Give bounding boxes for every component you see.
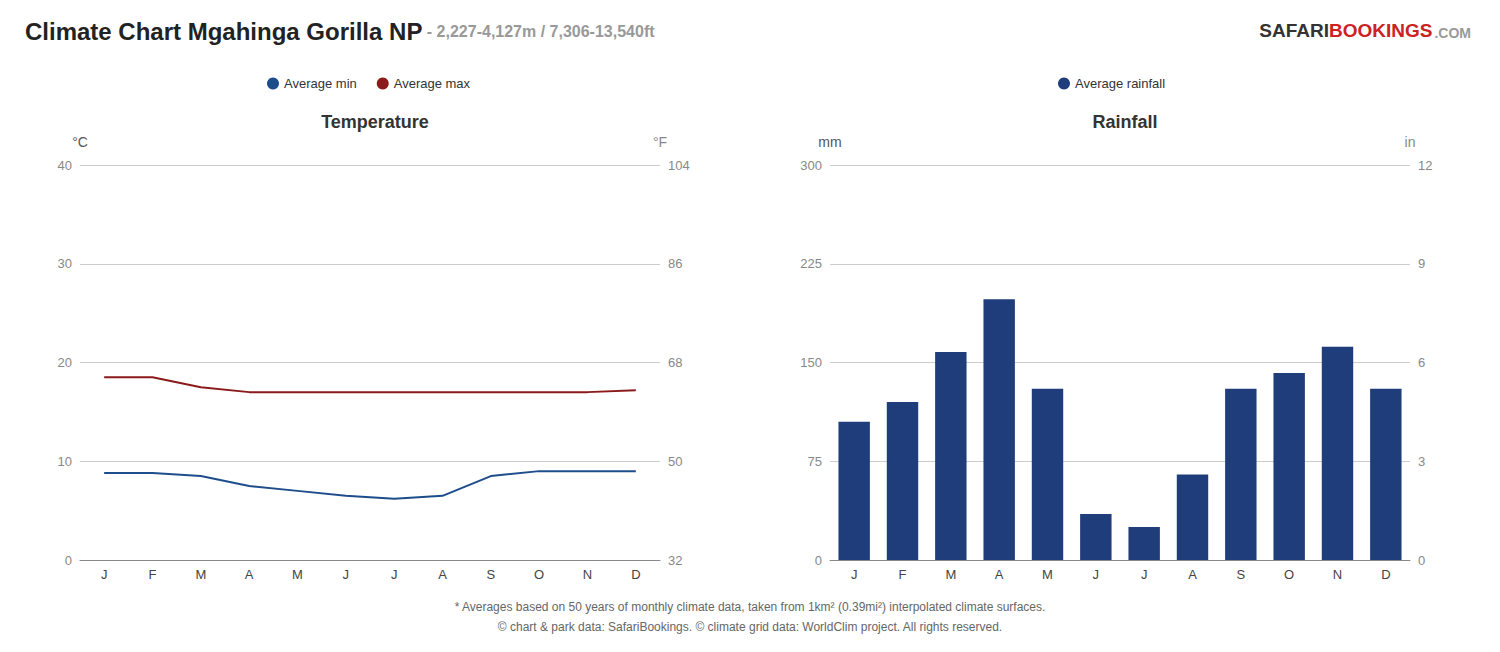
svg-text:Average rainfall: Average rainfall: [1075, 76, 1165, 91]
svg-text:A: A: [438, 567, 447, 582]
svg-text:50: 50: [668, 454, 682, 469]
svg-text:20: 20: [58, 355, 72, 370]
svg-text:A: A: [1188, 567, 1197, 582]
svg-text:.COM: .COM: [1434, 25, 1471, 41]
svg-text:32: 32: [668, 553, 682, 568]
svg-text:M: M: [292, 567, 303, 582]
svg-text:D: D: [631, 567, 640, 582]
svg-text:Average min: Average min: [284, 76, 357, 91]
svg-text:86: 86: [668, 256, 682, 271]
svg-text:M: M: [945, 567, 956, 582]
svg-text:M: M: [1042, 567, 1053, 582]
svg-text:Rainfall: Rainfall: [1092, 112, 1157, 132]
svg-text:104: 104: [668, 158, 690, 173]
svg-text:J: J: [1093, 567, 1100, 582]
svg-text:N: N: [1333, 567, 1342, 582]
svg-text:9: 9: [1418, 256, 1425, 271]
svg-text:O: O: [1284, 567, 1294, 582]
svg-text:J: J: [851, 567, 858, 582]
svg-text:40: 40: [58, 158, 72, 173]
svg-text:in: in: [1405, 134, 1416, 150]
svg-text:Average max: Average max: [394, 76, 471, 91]
svg-text:mm: mm: [818, 134, 841, 150]
svg-text:225: 225: [800, 256, 822, 271]
svg-text:A: A: [245, 567, 254, 582]
svg-text:J: J: [1141, 567, 1148, 582]
svg-text:75: 75: [808, 454, 822, 469]
svg-text:°C: °C: [72, 134, 88, 150]
svg-text:BOOKINGS: BOOKINGS: [1329, 20, 1432, 41]
svg-text:0: 0: [815, 553, 822, 568]
svg-text:S: S: [1236, 567, 1245, 582]
svg-text:12: 12: [1418, 158, 1432, 173]
svg-text:300: 300: [800, 158, 822, 173]
svg-text:150: 150: [800, 355, 822, 370]
svg-text:10: 10: [58, 454, 72, 469]
svg-text:30: 30: [58, 256, 72, 271]
svg-text:- 2,227-4,127m / 7,306-13,540f: - 2,227-4,127m / 7,306-13,540ft: [422, 23, 655, 40]
svg-text:M: M: [195, 567, 206, 582]
svg-text:J: J: [343, 567, 350, 582]
svg-text:Temperature: Temperature: [321, 112, 429, 132]
svg-text:D: D: [1381, 567, 1390, 582]
svg-text:6: 6: [1418, 355, 1425, 370]
svg-text:68: 68: [668, 355, 682, 370]
svg-text:O: O: [534, 567, 544, 582]
svg-text:0: 0: [1418, 553, 1425, 568]
svg-text:Climate Chart Mgahinga Gorilla: Climate Chart Mgahinga Gorilla NP: [25, 18, 422, 45]
svg-text:F: F: [149, 567, 157, 582]
svg-text:°F: °F: [653, 134, 667, 150]
svg-text:J: J: [101, 567, 108, 582]
svg-text:F: F: [899, 567, 907, 582]
svg-text:N: N: [583, 567, 592, 582]
svg-text:J: J: [391, 567, 398, 582]
svg-text:S: S: [486, 567, 495, 582]
svg-text:A: A: [995, 567, 1004, 582]
svg-text:* Averages based on 50 years o: * Averages based on 50 years of monthly …: [455, 600, 1046, 614]
svg-text:0: 0: [65, 553, 72, 568]
svg-text:© chart & park data: SafariBoo: © chart & park data: SafariBookings. © c…: [498, 620, 1002, 634]
svg-text:SAFARI: SAFARI: [1259, 20, 1329, 41]
svg-text:3: 3: [1418, 454, 1425, 469]
